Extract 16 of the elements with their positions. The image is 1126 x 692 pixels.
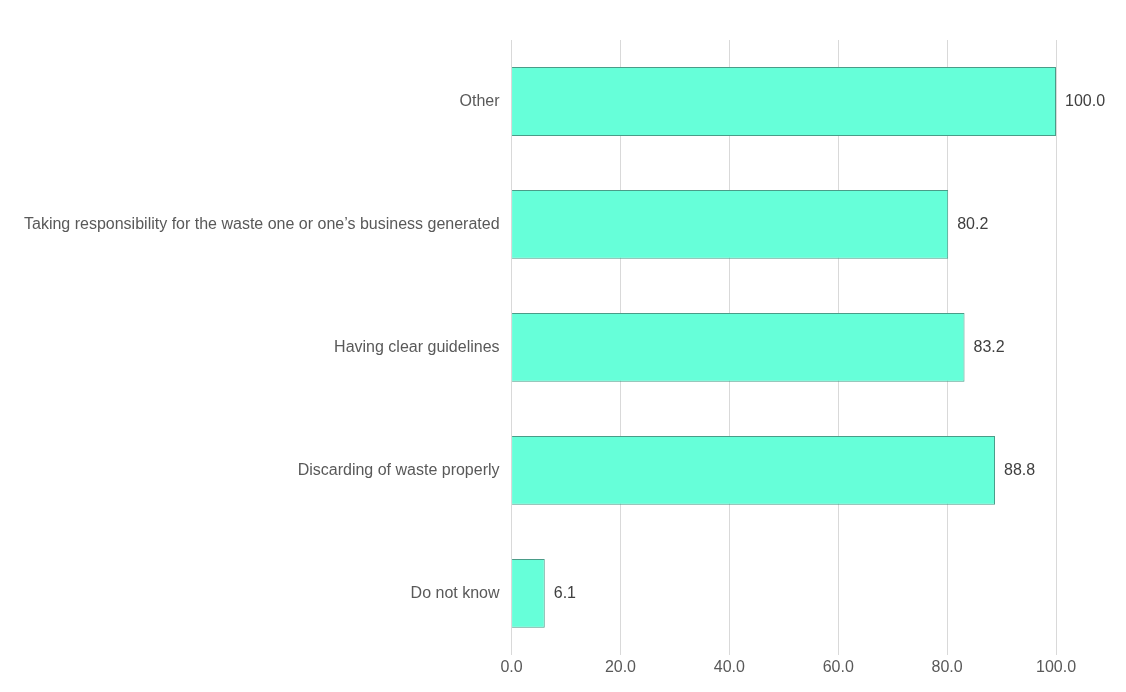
- y-tick-label: Discarding of waste properly: [297, 460, 500, 478]
- y-tick-label: Other: [459, 91, 501, 109]
- y-tick-label: Having clear guidelines: [334, 337, 500, 355]
- y-tick-label: Do not know: [410, 583, 500, 601]
- x-tick-label: 40.0: [713, 657, 745, 675]
- x-tick-label: 80.0: [931, 657, 963, 675]
- data-label: 100.0: [1065, 91, 1106, 109]
- x-tick-label: 100.0: [1035, 657, 1077, 675]
- x-tick-label: 20.0: [604, 657, 637, 675]
- data-label: 80.2: [957, 214, 989, 232]
- y-tick-label: Taking responsibility for the waste one or one’s business generated: [24, 214, 500, 232]
- data-label: 83.2: [973, 337, 1005, 355]
- x-tick-label: 0.0: [500, 657, 523, 675]
- x-tick-label: 60.0: [822, 657, 854, 675]
- data-label: 88.8: [1004, 460, 1036, 478]
- data-label: 6.1: [553, 583, 577, 601]
